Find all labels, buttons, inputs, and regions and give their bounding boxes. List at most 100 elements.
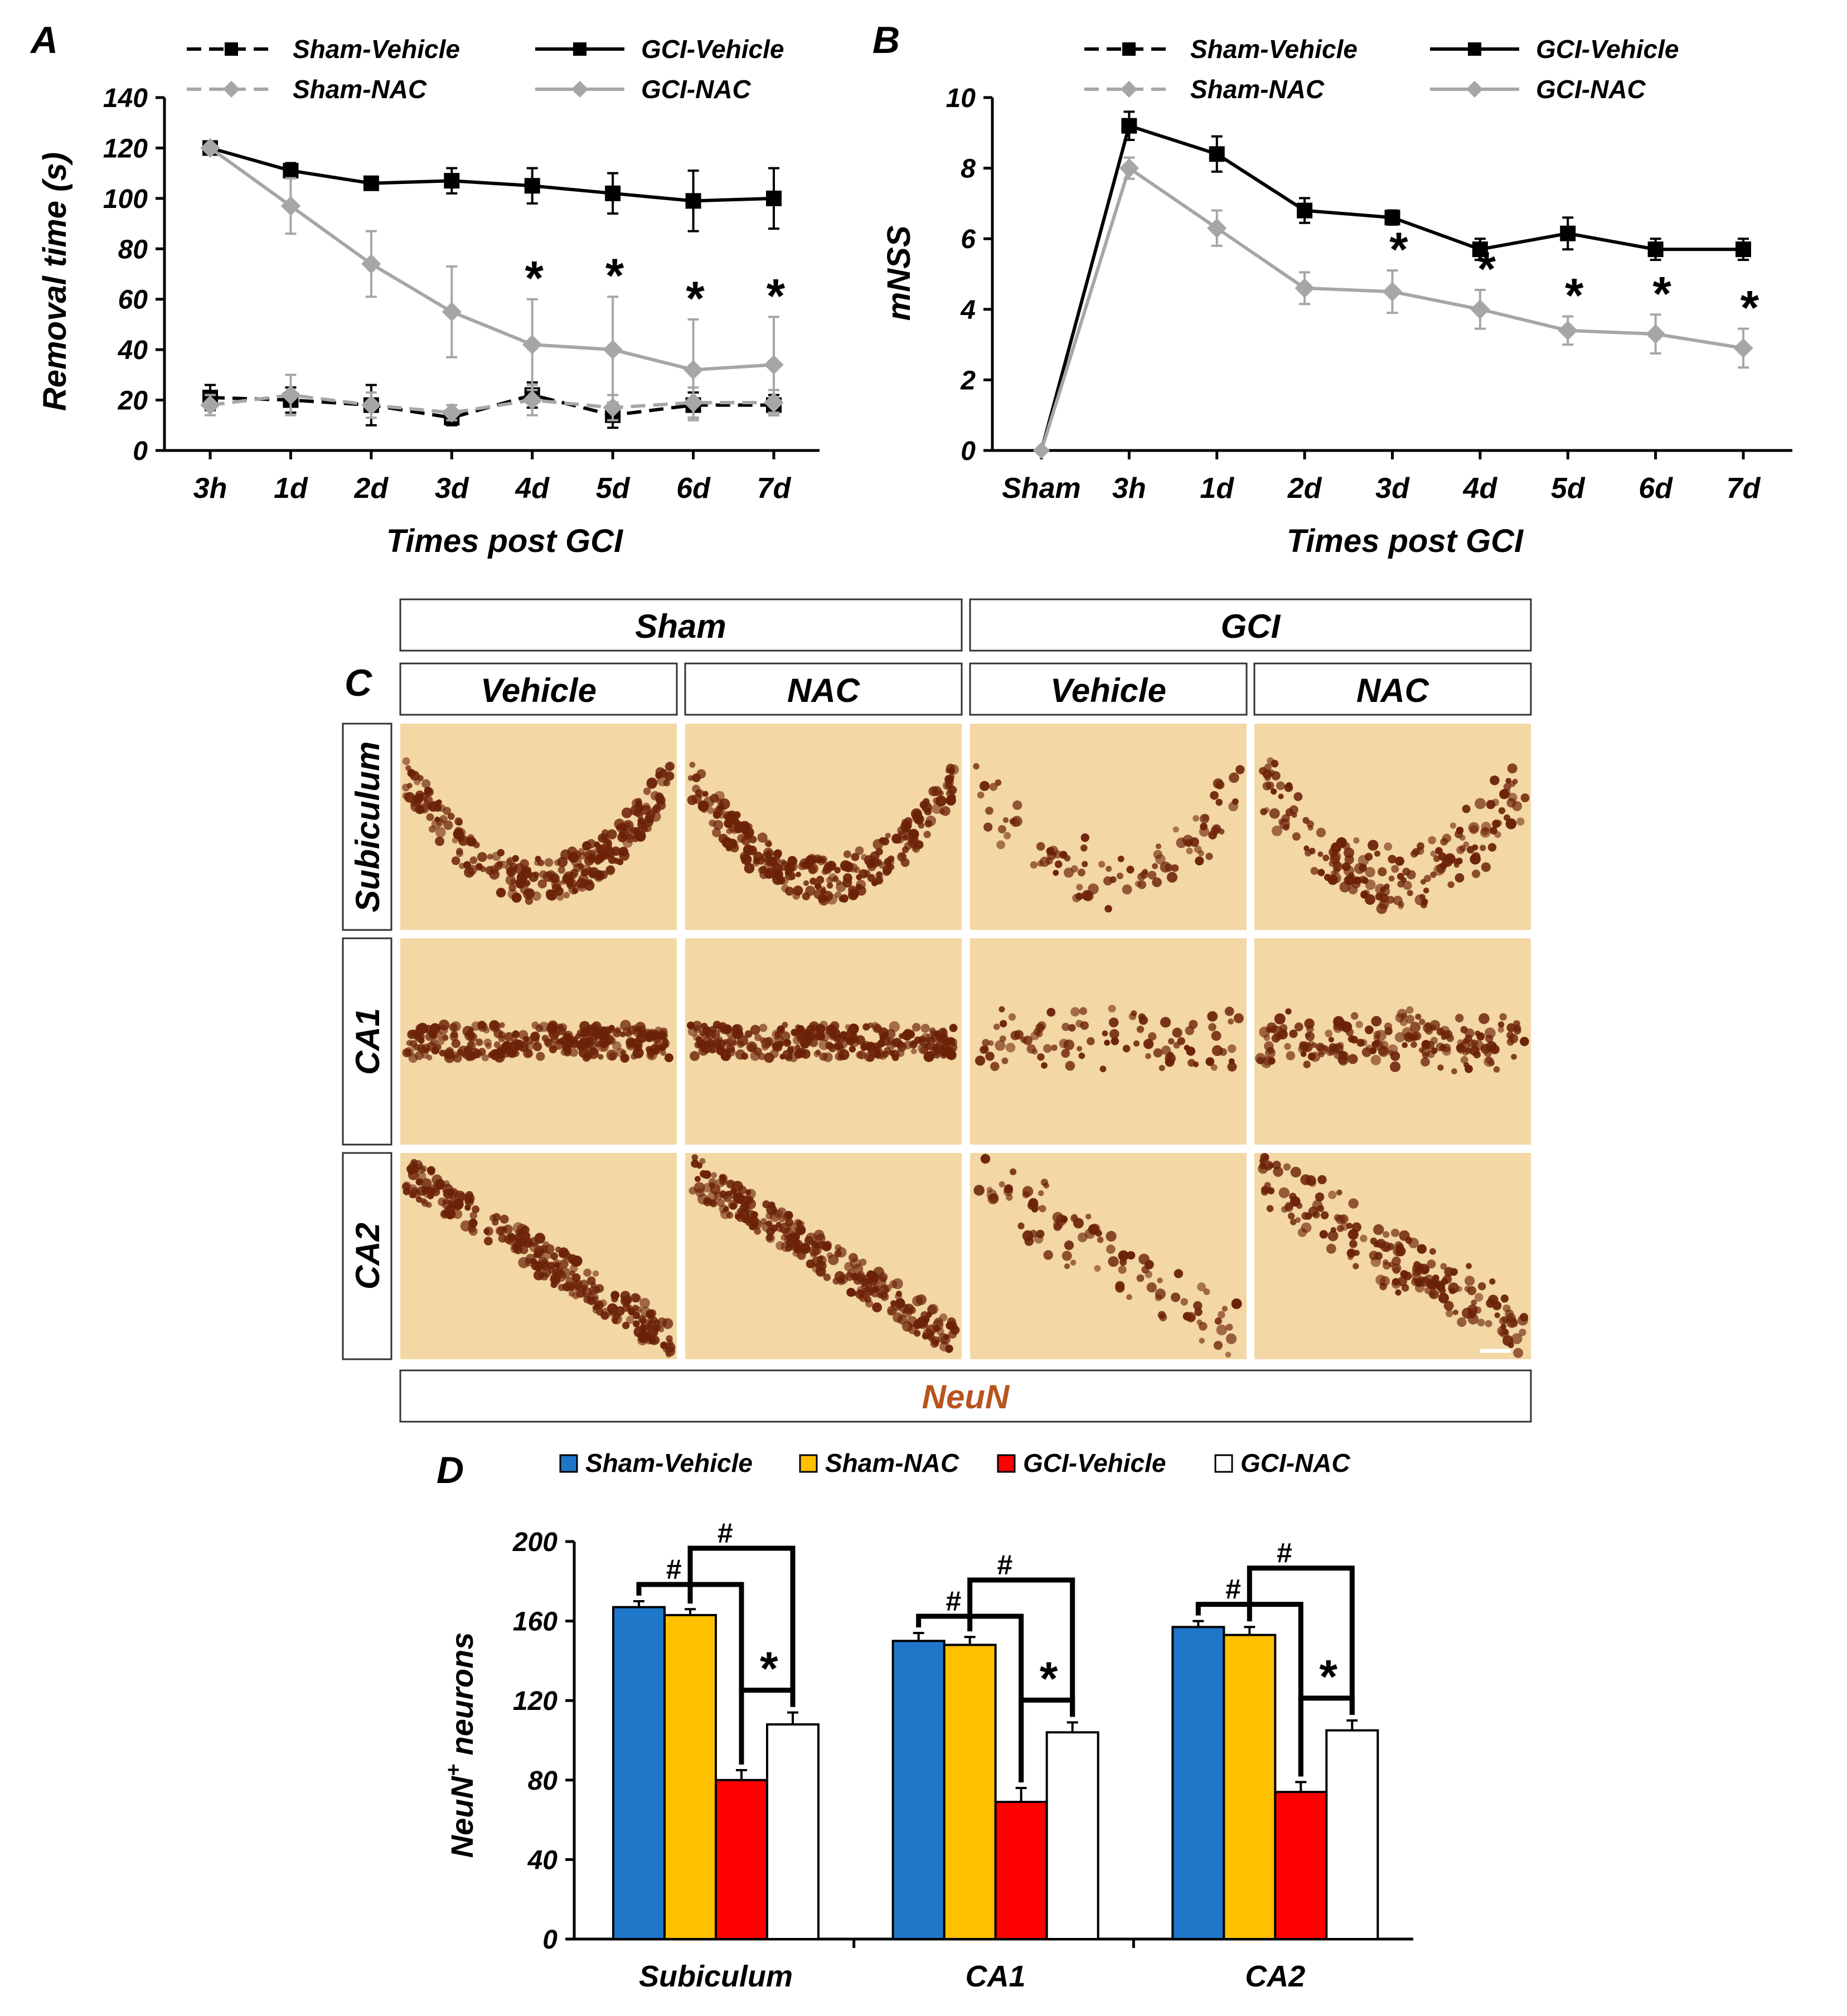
neuron-mark (1443, 1274, 1452, 1284)
neuron-mark (532, 871, 540, 878)
gci-nac-legend-label: GCI-NAC (1240, 1448, 1351, 1477)
neuron-mark (851, 852, 860, 861)
neuron-mark (1492, 820, 1501, 828)
neuron-mark (826, 1252, 833, 1259)
panel-label-d: D (437, 1449, 464, 1491)
neuron-mark (812, 1264, 821, 1273)
neuron-mark (1186, 1046, 1196, 1056)
neuron-mark (1171, 1292, 1181, 1302)
neuron-mark (1421, 1040, 1431, 1049)
neuron-mark (1315, 1192, 1325, 1202)
neuron-mark (618, 846, 628, 857)
neuron-mark (838, 1049, 850, 1060)
neuron-mark (1133, 1040, 1140, 1047)
neuron-mark (910, 1048, 917, 1054)
neuron-mark (945, 768, 951, 774)
neuron-mark (995, 1040, 1006, 1051)
header-col4-box (1253, 662, 1532, 716)
neuron-mark (505, 875, 516, 885)
neuron-mark (709, 1199, 718, 1208)
neuron-mark (1330, 851, 1341, 862)
neuron-mark (924, 820, 933, 828)
neuron-mark (1136, 1025, 1145, 1033)
x-tick-label: 3h (1112, 472, 1146, 505)
neuron-mark (1303, 1042, 1313, 1053)
neuron-mark (1497, 1021, 1505, 1028)
neuron-mark (1002, 817, 1009, 823)
neuron-mark (1283, 1163, 1291, 1171)
neuron-mark (1453, 1309, 1458, 1315)
neuron-mark (1271, 1034, 1281, 1043)
significance-hash: # (717, 1518, 733, 1549)
neuron-mark (1503, 783, 1511, 791)
neuron-mark (574, 1259, 581, 1266)
neuron-mark (539, 1245, 548, 1254)
neuron-mark (787, 1046, 794, 1053)
neuron-mark (823, 1273, 831, 1281)
neuron-mark (1490, 776, 1500, 786)
neuron-mark (1398, 903, 1404, 909)
neuron-mark (1486, 799, 1496, 810)
neuron-mark (428, 1167, 435, 1174)
neuron-mark (885, 861, 893, 868)
x-tick-label: 3d (435, 472, 469, 505)
sham-vehicle-bar (612, 1606, 666, 1940)
neuron-mark (989, 783, 998, 791)
gci-nac-data-point (280, 196, 301, 216)
neuron-mark (808, 1021, 820, 1033)
neuron-mark (1192, 815, 1200, 822)
neuron-mark (1115, 1281, 1125, 1291)
neuron-mark (1450, 1268, 1458, 1276)
gci-nac-data-point (442, 302, 462, 322)
neuron-mark (1487, 843, 1497, 852)
neuron-mark (1172, 1028, 1182, 1038)
neuron-mark (402, 783, 410, 792)
neuron-mark (552, 1271, 560, 1279)
neuron-mark (606, 1049, 618, 1061)
neuron-mark (1339, 881, 1351, 893)
neuron-mark (602, 1038, 611, 1046)
neuron-mark (1108, 1005, 1116, 1013)
neuron-mark (1399, 1230, 1410, 1241)
neuron-mark (1228, 1044, 1237, 1053)
neuron-mark (901, 818, 909, 826)
neuron-mark (1203, 1288, 1210, 1295)
neuron-mark (570, 1036, 578, 1044)
neuron-mark (1455, 1014, 1464, 1022)
neuron-mark (511, 1030, 520, 1039)
neuron-mark (1405, 1015, 1415, 1024)
neuron-mark (641, 1331, 650, 1340)
neuron-mark (709, 819, 716, 827)
neuron-mark (813, 889, 823, 899)
neuron-mark (520, 859, 529, 869)
significance-hash: # (1225, 1574, 1240, 1605)
neuron-mark (1402, 1042, 1408, 1048)
neuron-mark (851, 1273, 859, 1281)
neuron-mark (1233, 1013, 1244, 1024)
gci-vehicle-data-point (1121, 118, 1137, 134)
neuron-mark (1463, 841, 1470, 847)
neuron-mark (615, 824, 622, 831)
sham-nac-series-line (210, 393, 774, 415)
neuron-mark (1199, 826, 1209, 837)
neuron-mark (1393, 1246, 1404, 1257)
neuron-mark (1168, 1038, 1175, 1045)
neuron-mark (1160, 1017, 1171, 1028)
sham-data-point (1032, 442, 1050, 459)
neuron-mark (1428, 836, 1437, 845)
neuron-mark (945, 1344, 953, 1353)
y-tick-label: 40 (527, 1845, 558, 1875)
gci-vehicle-data-point (1209, 146, 1225, 162)
gci-vehicle-data-point (1560, 225, 1576, 241)
neuron-mark (797, 1251, 806, 1260)
neuron-mark (1208, 831, 1217, 840)
neuron-mark (1451, 1068, 1457, 1074)
neuron-mark (1102, 1030, 1108, 1036)
neuron-mark (835, 891, 842, 899)
neuron-mark (809, 878, 817, 885)
neuron-mark (1126, 865, 1135, 874)
neuron-mark (700, 1042, 712, 1054)
neuron-mark (1014, 1030, 1024, 1040)
neuron-mark (1031, 1048, 1038, 1055)
neuron-mark (784, 1039, 791, 1046)
